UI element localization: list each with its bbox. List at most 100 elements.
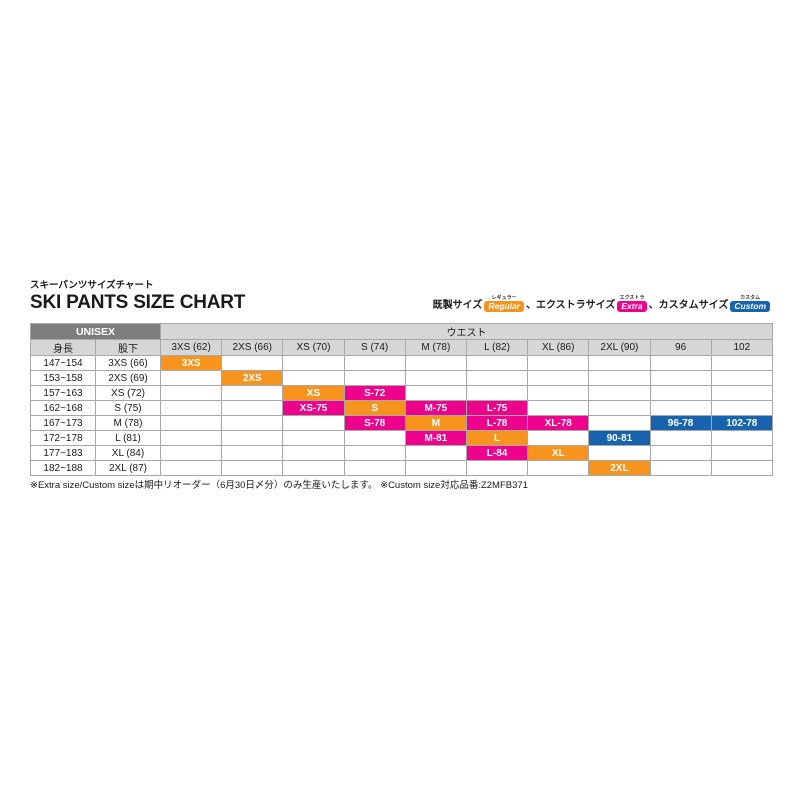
empty-cell <box>159 400 223 416</box>
height-cell: 182~188 <box>30 460 96 476</box>
empty-cell <box>282 460 345 476</box>
empty-cell <box>343 445 406 461</box>
table-row: 172~178 L (81) M-81 L 90-81 <box>30 430 773 446</box>
table-row: 147~154 3XS (66) 3XS <box>30 355 773 371</box>
extra-badge-pill: Extra <box>617 301 647 312</box>
empty-cell <box>221 430 284 446</box>
height-cell: 153~158 <box>30 370 96 386</box>
empty-cell <box>465 370 529 386</box>
empty-cell <box>282 445 345 461</box>
empty-cell <box>710 445 773 461</box>
custom-size-cell: 90-81 <box>588 430 651 446</box>
table-row: 157~163 XS (72) XS S-72 <box>30 385 773 401</box>
empty-cell <box>404 370 467 386</box>
column-header: 身長 <box>30 339 96 356</box>
size-chart-page: スキーパンツサイズチャート SKI PANTS SIZE CHART 既製サイズ… <box>30 280 773 492</box>
custom-badge-pill: Custom <box>730 301 770 312</box>
empty-cell <box>649 355 712 371</box>
empty-cell <box>710 430 773 446</box>
table-row: 153~158 2XS (69) 2XS <box>30 370 773 386</box>
empty-cell <box>159 460 223 476</box>
empty-cell <box>649 430 712 446</box>
empty-cell <box>649 370 712 386</box>
table-row: 177~183 XL (84) L-84 XL <box>30 445 773 461</box>
empty-cell <box>588 400 651 416</box>
height-cell: 167~173 <box>30 415 96 431</box>
extra-size-cell: L-75 <box>465 400 529 416</box>
height-cell: 172~178 <box>30 430 96 446</box>
empty-cell <box>588 370 651 386</box>
height-cell: 157~163 <box>30 385 96 401</box>
waist-header: ウエスト <box>160 323 773 340</box>
legend-regular-label: 既製サイズ <box>432 300 483 311</box>
extra-size-cell: L-78 <box>465 415 529 431</box>
page-title: SKI PANTS SIZE CHART <box>30 292 246 313</box>
empty-cell <box>588 445 651 461</box>
empty-cell <box>588 385 651 401</box>
empty-cell <box>221 415 284 431</box>
extra-size-cell: M-75 <box>404 400 467 416</box>
column-header: L (82) <box>465 339 529 356</box>
empty-cell <box>159 415 223 431</box>
title-block: スキーパンツサイズチャート SKI PANTS SIZE CHART <box>30 280 245 313</box>
group-header-row: UNISEX ウエスト <box>30 323 773 340</box>
empty-cell <box>710 385 773 401</box>
table-row: 167~173 M (78) S-78 M L-78 XL-78 96-78 102-78 <box>30 415 773 431</box>
footnote: ※Extra size/Custom sizeは期中リオーダー（6月30日〆分）… <box>30 480 528 491</box>
column-header: 96 <box>649 339 712 356</box>
regular-size-cell: S <box>343 400 406 416</box>
empty-cell <box>221 445 284 461</box>
empty-cell <box>282 415 345 431</box>
header-row: スキーパンツサイズチャート SKI PANTS SIZE CHART 既製サイズ… <box>30 280 772 313</box>
empty-cell <box>588 355 651 371</box>
empty-cell <box>588 415 651 431</box>
custom-size-cell: 96-78 <box>649 415 712 431</box>
inseam-cell: 2XS (69) <box>95 370 161 386</box>
column-header: S (74) <box>343 339 406 356</box>
regular-badge: レギュラー Regular <box>484 296 524 312</box>
column-header: 102 <box>710 339 773 356</box>
table-row: 162~168 S (75) XS-75 S M-75 L-75 <box>30 400 773 416</box>
legend-custom-label: カスタムサイズ <box>658 300 729 311</box>
empty-cell <box>710 355 773 371</box>
empty-cell <box>343 460 406 476</box>
column-header-row: 身長 股下 3XS (62) 2XS (66) XS (70) S (74) M (78) L… <box>30 339 773 356</box>
empty-cell <box>527 430 590 446</box>
height-cell: 147~154 <box>30 355 96 371</box>
empty-cell <box>465 460 529 476</box>
column-header: 2XL (90) <box>588 339 651 356</box>
empty-cell <box>710 400 773 416</box>
empty-cell <box>221 400 284 416</box>
empty-cell <box>527 460 590 476</box>
empty-cell <box>710 370 773 386</box>
empty-cell <box>649 445 712 461</box>
empty-cell <box>527 355 590 371</box>
empty-cell <box>527 400 590 416</box>
regular-size-cell: 2XS <box>221 370 284 386</box>
extra-size-cell: S-72 <box>343 385 406 401</box>
extra-size-cell: S-78 <box>343 415 406 431</box>
empty-cell <box>282 355 345 371</box>
empty-cell <box>343 370 406 386</box>
extra-size-cell: XL-78 <box>527 415 590 431</box>
regular-badge-pill: Regular <box>484 301 524 312</box>
empty-cell <box>649 460 712 476</box>
empty-cell <box>404 385 467 401</box>
regular-size-cell: L <box>465 430 529 446</box>
legend-separator: 、 <box>648 300 659 311</box>
subtitle-japanese: スキーパンツサイズチャート <box>30 280 154 291</box>
empty-cell <box>404 355 467 371</box>
table-row: 182~188 2XL (87) 2XL <box>30 460 773 476</box>
size-legend: 既製サイズ レギュラー Regular 、 エクストラサイズ エクストラ Ext… <box>433 296 772 313</box>
empty-cell <box>465 355 529 371</box>
empty-cell <box>465 385 529 401</box>
inseam-cell: XL (84) <box>95 445 161 461</box>
extra-size-cell: M-81 <box>404 430 467 446</box>
empty-cell <box>710 460 773 476</box>
empty-cell <box>282 370 345 386</box>
regular-size-cell: M <box>404 415 467 431</box>
empty-cell <box>649 400 712 416</box>
empty-cell <box>159 430 223 446</box>
size-chart-table: UNISEX ウエスト 身長 股下 3XS (62) 2XS (66) XS (70) S… <box>30 323 773 476</box>
inseam-cell: S (75) <box>95 400 161 416</box>
